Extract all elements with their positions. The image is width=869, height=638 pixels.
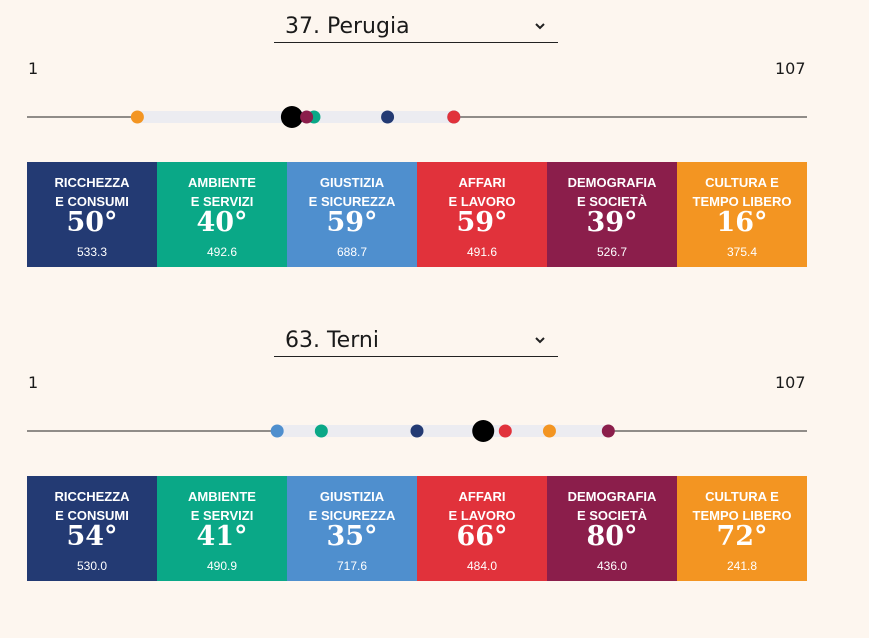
category-score: 526.7 [596,245,628,259]
overall-rank-dot [472,420,495,442]
category-score: 492.6 [206,245,238,259]
category-label: CULTURA E TEMPO LIBERO [692,175,792,209]
category-tiles: RICCHEZZA E CONSUMI 50° 533.3 AMBIENTE E S… [27,162,807,267]
category-score: 484.0 [466,559,498,573]
category-label: AMBIENTE E SERVIZI [188,489,256,523]
category-tile[interactable]: AMBIENTE E SERVIZI 40° 492.6 [157,162,287,267]
city-select[interactable]: 63. Terni [274,326,558,357]
category-score: 436.0 [596,559,628,573]
category-tile[interactable]: CULTURA E TEMPO LIBERO 72° 241.8 [677,476,807,581]
overall-rank-dot [280,106,303,128]
category-rank: 40° [196,207,248,238]
category-score: 375.4 [726,245,758,259]
category-tile[interactable]: DEMOGRAFIA E SOCIETÀ 80° 436.0 [547,476,677,581]
rank-strip [27,420,807,442]
city-select[interactable]: 37. Perugia [274,12,558,43]
category-rank-dot [542,424,556,438]
category-score: 530.0 [76,559,108,573]
category-label: GIUSTIZIA E SICUREZZA [308,489,396,523]
chevron-down-icon[interactable] [534,334,546,346]
category-tile[interactable]: CULTURA E TEMPO LIBERO 16° 375.4 [677,162,807,267]
category-tile[interactable]: GIUSTIZIA E SICUREZZA 59° 688.7 [287,162,417,267]
rank-max-label: 107 [775,373,806,392]
category-score: 241.8 [726,559,758,573]
category-rank: 54° [66,521,118,552]
category-rank-dot [130,110,144,124]
category-label: DEMOGRAFIA E SOCIETÀ [567,175,657,209]
category-rank: 59° [326,207,378,238]
city-select-value[interactable]: 37. Perugia [285,14,410,39]
category-tile[interactable]: DEMOGRAFIA E SOCIETÀ 39° 526.7 [547,162,677,267]
category-tile[interactable]: RICCHEZZA E CONSUMI 54° 530.0 [27,476,157,581]
category-label: AFFARI E LAVORO [448,489,516,523]
category-label: RICCHEZZA E CONSUMI [54,175,130,209]
rank-min-label: 1 [28,59,39,78]
category-score: 491.6 [466,245,498,259]
category-rank-dot [270,424,284,438]
rank-min-label: 1 [28,373,39,392]
category-rank: 50° [66,207,118,238]
category-rank-dot [601,424,615,438]
chevron-down-icon[interactable] [534,20,546,32]
city-panel-2: 63. Terni 1 107 RICCHEZZA E CONSUMI 54° 5… [0,326,869,596]
category-rank: 72° [716,521,768,552]
category-tile[interactable]: AFFARI E LAVORO 59° 491.6 [417,162,547,267]
category-tile[interactable]: AMBIENTE E SERVIZI 41° 490.9 [157,476,287,581]
city-panel-1: 37. Perugia 1 107 RICCHEZZA E CONSUMI 50°… [0,12,869,282]
category-rank-dot [300,110,314,124]
category-label: CULTURA E TEMPO LIBERO [692,489,792,523]
category-rank-dot [447,110,461,124]
rank-strip [27,106,807,128]
category-rank: 35° [326,521,378,552]
category-score: 533.3 [76,245,108,259]
category-rank-dot [498,424,512,438]
city-select-value[interactable]: 63. Terni [285,328,379,353]
category-rank: 66° [456,521,508,552]
category-rank-dot [410,424,424,438]
category-rank: 59° [456,207,508,238]
category-rank-dot [381,110,395,124]
category-tile[interactable]: GIUSTIZIA E SICUREZZA 35° 717.6 [287,476,417,581]
category-rank-dot [314,424,328,438]
category-tile[interactable]: AFFARI E LAVORO 66° 484.0 [417,476,547,581]
category-score: 490.9 [206,559,238,573]
category-score: 688.7 [336,245,368,259]
category-score: 717.6 [336,559,368,573]
category-label: GIUSTIZIA E SICUREZZA [308,175,396,209]
category-rank: 80° [586,521,638,552]
rank-max-label: 107 [775,59,806,78]
category-rank: 41° [196,521,248,552]
category-tile[interactable]: RICCHEZZA E CONSUMI 50° 533.3 [27,162,157,267]
category-label: AFFARI E LAVORO [448,175,516,209]
category-label: AMBIENTE E SERVIZI [188,175,256,209]
category-rank: 16° [716,207,768,238]
category-tiles: RICCHEZZA E CONSUMI 54° 530.0 AMBIENTE E S… [27,476,807,581]
category-rank: 39° [586,207,638,238]
category-label: DEMOGRAFIA E SOCIETÀ [567,489,657,523]
category-label: RICCHEZZA E CONSUMI [54,489,130,523]
